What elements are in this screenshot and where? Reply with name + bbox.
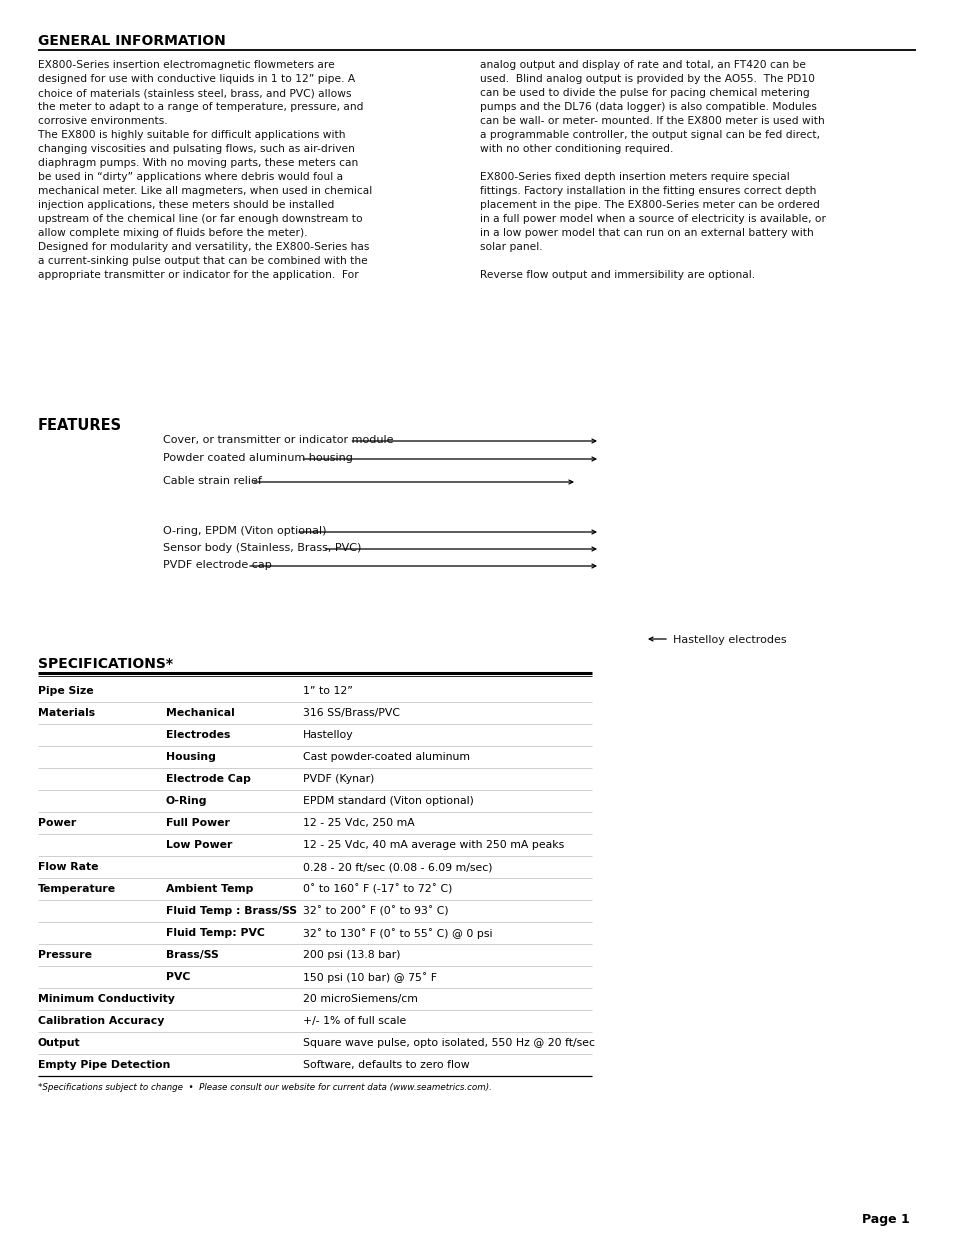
Text: PVDF (Kynar): PVDF (Kynar): [303, 774, 374, 784]
Text: Fluid Temp: PVC: Fluid Temp: PVC: [166, 927, 265, 939]
Text: Pipe Size: Pipe Size: [38, 685, 93, 697]
Text: Cable strain relief: Cable strain relief: [163, 475, 262, 487]
Text: Fluid Temp : Brass/SS: Fluid Temp : Brass/SS: [166, 906, 296, 916]
Text: Brass/SS: Brass/SS: [166, 950, 218, 960]
Text: placement in the pipe. The EX800-Series meter can be ordered: placement in the pipe. The EX800-Series …: [479, 200, 819, 210]
Text: Software, defaults to zero flow: Software, defaults to zero flow: [303, 1060, 469, 1070]
Text: a current-sinking pulse output that can be combined with the: a current-sinking pulse output that can …: [38, 256, 367, 266]
Text: Electrodes: Electrodes: [166, 730, 230, 740]
Text: changing viscosities and pulsating flows, such as air-driven: changing viscosities and pulsating flows…: [38, 144, 355, 154]
Text: 32˚ to 130˚ F (0˚ to 55˚ C) @ 0 psi: 32˚ to 130˚ F (0˚ to 55˚ C) @ 0 psi: [303, 927, 492, 939]
Text: the meter to adapt to a range of temperature, pressure, and: the meter to adapt to a range of tempera…: [38, 103, 363, 112]
Text: Sensor body (Stainless, Brass, PVC): Sensor body (Stainless, Brass, PVC): [163, 543, 361, 553]
Text: analog output and display of rate and total, an FT420 can be: analog output and display of rate and to…: [479, 61, 805, 70]
Text: allow complete mixing of fluids before the meter).: allow complete mixing of fluids before t…: [38, 228, 307, 238]
Text: EX800-Series fixed depth insertion meters require special: EX800-Series fixed depth insertion meter…: [479, 172, 789, 182]
Text: diaphragm pumps. With no moving parts, these meters can: diaphragm pumps. With no moving parts, t…: [38, 158, 358, 168]
Text: Electrode Cap: Electrode Cap: [166, 774, 251, 784]
Text: in a full power model when a source of electricity is available, or: in a full power model when a source of e…: [479, 214, 825, 224]
Text: GENERAL INFORMATION: GENERAL INFORMATION: [38, 35, 226, 48]
Text: Temperature: Temperature: [38, 884, 116, 894]
Text: 12 - 25 Vdc, 40 mA average with 250 mA peaks: 12 - 25 Vdc, 40 mA average with 250 mA p…: [303, 840, 563, 850]
Text: 316 SS/Brass/PVC: 316 SS/Brass/PVC: [303, 708, 399, 718]
Text: PVC: PVC: [166, 972, 191, 982]
Text: Cast powder-coated aluminum: Cast powder-coated aluminum: [303, 752, 470, 762]
Text: appropriate transmitter or indicator for the application.  For: appropriate transmitter or indicator for…: [38, 270, 358, 280]
Text: Reverse flow output and immersibility are optional.: Reverse flow output and immersibility ar…: [479, 270, 755, 280]
Text: Low Power: Low Power: [166, 840, 233, 850]
Text: O-Ring: O-Ring: [166, 797, 208, 806]
Text: Hastelloy electrodes: Hastelloy electrodes: [672, 635, 786, 645]
Text: can be used to divide the pulse for pacing chemical metering: can be used to divide the pulse for paci…: [479, 88, 809, 98]
Text: injection applications, these meters should be installed: injection applications, these meters sho…: [38, 200, 334, 210]
Text: FEATURES: FEATURES: [38, 417, 122, 433]
Text: EPDM standard (Viton optional): EPDM standard (Viton optional): [303, 797, 474, 806]
Text: Powder coated aluminum housing: Powder coated aluminum housing: [163, 453, 353, 463]
Text: O-ring, EPDM (Viton optional): O-ring, EPDM (Viton optional): [163, 526, 326, 536]
Text: 12 - 25 Vdc, 250 mA: 12 - 25 Vdc, 250 mA: [303, 818, 415, 827]
Text: Designed for modularity and versatility, the EX800-Series has: Designed for modularity and versatility,…: [38, 242, 369, 252]
Text: Flow Rate: Flow Rate: [38, 862, 98, 872]
Text: SPECIFICATIONS*: SPECIFICATIONS*: [38, 657, 172, 671]
Text: Cover, or transmitter or indicator module: Cover, or transmitter or indicator modul…: [163, 435, 393, 445]
Text: corrosive environments.: corrosive environments.: [38, 116, 168, 126]
Text: EX800-Series insertion electromagnetic flowmeters are: EX800-Series insertion electromagnetic f…: [38, 61, 335, 70]
Text: choice of materials (stainless steel, brass, and PVC) allows: choice of materials (stainless steel, br…: [38, 88, 351, 98]
Text: Minimum Conductivity: Minimum Conductivity: [38, 994, 174, 1004]
Text: Square wave pulse, opto isolated, 550 Hz @ 20 ft/sec: Square wave pulse, opto isolated, 550 Hz…: [303, 1037, 595, 1049]
Text: Materials: Materials: [38, 708, 95, 718]
Text: with no other conditioning required.: with no other conditioning required.: [479, 144, 673, 154]
Text: Page 1: Page 1: [862, 1213, 909, 1226]
Text: Housing: Housing: [166, 752, 215, 762]
Text: mechanical meter. Like all magmeters, when used in chemical: mechanical meter. Like all magmeters, wh…: [38, 186, 372, 196]
Text: 200 psi (13.8 bar): 200 psi (13.8 bar): [303, 950, 400, 960]
Text: Mechanical: Mechanical: [166, 708, 234, 718]
Text: 20 microSiemens/cm: 20 microSiemens/cm: [303, 994, 417, 1004]
Text: solar panel.: solar panel.: [479, 242, 542, 252]
Text: Calibration Accuracy: Calibration Accuracy: [38, 1016, 164, 1026]
Text: designed for use with conductive liquids in 1 to 12” pipe. A: designed for use with conductive liquids…: [38, 74, 355, 84]
Text: PVDF electrode cap: PVDF electrode cap: [163, 559, 272, 571]
Text: 0.28 - 20 ft/sec (0.08 - 6.09 m/sec): 0.28 - 20 ft/sec (0.08 - 6.09 m/sec): [303, 862, 492, 872]
Text: fittings. Factory installation in the fitting ensures correct depth: fittings. Factory installation in the fi…: [479, 186, 816, 196]
Text: can be wall- or meter- mounted. If the EX800 meter is used with: can be wall- or meter- mounted. If the E…: [479, 116, 824, 126]
Text: 0˚ to 160˚ F (-17˚ to 72˚ C): 0˚ to 160˚ F (-17˚ to 72˚ C): [303, 884, 452, 894]
Text: +/- 1% of full scale: +/- 1% of full scale: [303, 1016, 406, 1026]
Text: Power: Power: [38, 818, 76, 827]
Text: Empty Pipe Detection: Empty Pipe Detection: [38, 1060, 171, 1070]
Text: 150 psi (10 bar) @ 75˚ F: 150 psi (10 bar) @ 75˚ F: [303, 972, 436, 983]
Text: in a low power model that can run on an external battery with: in a low power model that can run on an …: [479, 228, 813, 238]
Text: 32˚ to 200˚ F (0˚ to 93˚ C): 32˚ to 200˚ F (0˚ to 93˚ C): [303, 906, 448, 916]
Text: Pressure: Pressure: [38, 950, 91, 960]
Text: Ambient Temp: Ambient Temp: [166, 884, 253, 894]
Text: Output: Output: [38, 1037, 81, 1049]
Text: be used in “dirty” applications where debris would foul a: be used in “dirty” applications where de…: [38, 172, 343, 182]
Text: Full Power: Full Power: [166, 818, 230, 827]
Text: upstream of the chemical line (or far enough downstream to: upstream of the chemical line (or far en…: [38, 214, 362, 224]
Text: used.  Blind analog output is provided by the AO55.  The PD10: used. Blind analog output is provided by…: [479, 74, 814, 84]
Text: 1” to 12”: 1” to 12”: [303, 685, 353, 697]
Text: pumps and the DL76 (data logger) is also compatible. Modules: pumps and the DL76 (data logger) is also…: [479, 103, 816, 112]
Text: *Specifications subject to change  •  Please consult our website for current dat: *Specifications subject to change • Plea…: [38, 1083, 492, 1092]
Text: The EX800 is highly suitable for difficult applications with: The EX800 is highly suitable for difficu…: [38, 130, 345, 140]
Text: a programmable controller, the output signal can be fed direct,: a programmable controller, the output si…: [479, 130, 820, 140]
Text: Hastelloy: Hastelloy: [303, 730, 354, 740]
